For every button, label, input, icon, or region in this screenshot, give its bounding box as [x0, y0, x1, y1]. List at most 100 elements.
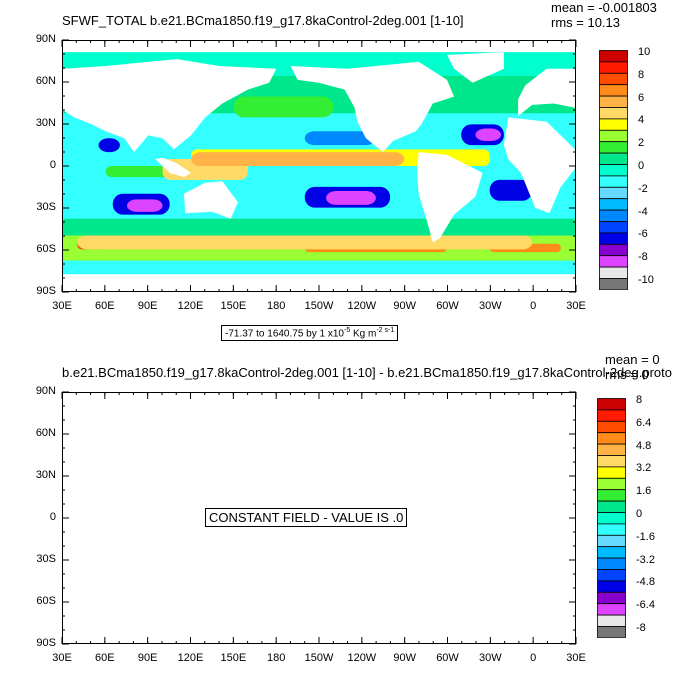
colorbar-tick-label: 0 [636, 508, 643, 520]
region-south-atlantic-subtropics [489, 179, 533, 201]
top-plot-title: SFWF_TOTAL b.e21.BCma1850.f19_g17.8kaCon… [62, 13, 464, 28]
colorbar-box [599, 61, 628, 74]
land-arctic-cap [63, 41, 575, 53]
colorbar-tick-label: -10 [638, 274, 654, 286]
lat-tick-label: 90S [36, 637, 56, 649]
colorbar-box [599, 266, 628, 279]
lon-tick-label: 150E [220, 300, 247, 312]
north-pacific-subtropics [304, 131, 376, 146]
colorbar-tick-label: 3.2 [636, 462, 652, 475]
colorbar-box [597, 432, 626, 445]
lon-tick-label: 120E [177, 300, 204, 312]
colorbar-box [597, 512, 626, 525]
colorbar-tick-label: -2 [638, 182, 648, 195]
range-text: -71.37 to 1640.75 by 1 x10 [225, 328, 344, 340]
lon-tick-label: 150E [220, 652, 247, 664]
lat-tick-label: 30N [35, 469, 56, 481]
bottom-rms-text: rms = 0 [605, 367, 649, 382]
lon-tick-label: 30E [52, 652, 72, 664]
constant-field-label: CONSTANT FIELD - VALUE IS .0 [205, 508, 408, 527]
lon-tick-label: 0 [530, 300, 537, 312]
lon-tick-label: 120W [347, 652, 377, 664]
colorbar-box [597, 455, 626, 468]
lat-tick-label: 60N [35, 75, 56, 87]
colorbar-tick-label: -4.8 [636, 576, 655, 589]
colorbar-tick-label: -4 [638, 205, 648, 218]
lon-tick-label: 180 [266, 652, 286, 664]
colorbar-tick-label: 10 [638, 46, 651, 58]
colorbar-box [597, 603, 626, 616]
land-south-america [417, 152, 483, 243]
colorbar-box [597, 580, 626, 593]
colorbar-box [599, 72, 628, 86]
colorbar-box [597, 626, 626, 638]
region-equatorial-pacific-itcz [191, 152, 405, 166]
colorbar-box [599, 141, 628, 154]
colorbar-tick-label: 6.4 [636, 416, 652, 429]
colorbar-box [597, 534, 626, 548]
colorbar-box [597, 477, 626, 491]
lon-tick-label: 180 [266, 300, 286, 312]
top-colorbar [599, 50, 628, 290]
lon-tick-label: 90E [137, 652, 158, 664]
colorbar-box [599, 278, 628, 290]
lon-tick-label: 90W [393, 300, 416, 312]
bottom-mean-text: mean = 0 [605, 352, 660, 367]
colorbar-box [597, 443, 626, 456]
colorbar-tick-label: 0 [638, 160, 645, 172]
colorbar-box [599, 84, 628, 97]
colorbar-box [597, 591, 626, 605]
range-exp1: -5 [343, 327, 351, 334]
colorbar-box [599, 221, 628, 234]
lat-tick-label: 90N [35, 33, 56, 45]
lon-tick-label: 60E [95, 300, 115, 312]
colorbar-box [597, 557, 626, 570]
range-unit: Kg m [350, 328, 377, 340]
lat-tick-label: 60S [36, 243, 56, 255]
colorbar-box [599, 232, 628, 245]
colorbar-box [599, 243, 628, 257]
region-arabian-sea [98, 138, 120, 153]
colorbar-box [599, 164, 628, 177]
colorbar-box [597, 546, 626, 559]
top-mean-text: mean = -0.001803 [551, 0, 657, 15]
colorbar-tick-label: 8 [636, 394, 643, 406]
lat-tick-label: 90N [35, 385, 56, 397]
land-europe [518, 68, 575, 116]
colorbar-box [597, 500, 626, 513]
region-southern-ocean-storm-track [77, 235, 533, 250]
top-rms-text: rms = 10.13 [551, 15, 621, 30]
lon-tick-label: 90E [137, 300, 158, 312]
midlat-south-band [63, 218, 575, 236]
lat-tick-label: 90S [36, 285, 56, 297]
colorbar-box [599, 209, 628, 222]
colorbar-box [599, 118, 628, 131]
colorbar-tick-label: 6 [638, 91, 645, 104]
lat-tick-label: 30S [36, 553, 56, 565]
colorbar-box [597, 409, 626, 422]
colorbar-box [599, 186, 628, 200]
colorbar-box [599, 152, 628, 165]
region-north-pacific-midlatitudes [233, 96, 334, 118]
lat-tick-label: 60N [35, 427, 56, 439]
bottom-plot-title: b.e21.BCma1850.f19_g17.8kaControl-2deg.0… [62, 365, 672, 380]
lon-tick-label: 30E [566, 652, 586, 664]
lon-tick-label: 30W [479, 300, 502, 312]
colorbar-tick-label: 2 [638, 137, 645, 150]
top-range-box: -71.37 to 1640.75 by 1 x10-5 Kg m-2 s-1 [221, 325, 399, 342]
lat-tick-label: 60S [36, 595, 56, 607]
south-indian-dry-core [127, 199, 163, 212]
colorbar-box [597, 466, 626, 479]
colorbar-tick-label: -3.2 [636, 553, 655, 566]
lon-tick-label: 60W [436, 652, 459, 664]
lon-tick-label: 60E [95, 652, 115, 664]
colorbar-box [597, 489, 626, 502]
bottom-colorbar [597, 398, 626, 638]
land-north-america [290, 61, 455, 153]
colorbar-tick-label: 8 [638, 68, 645, 81]
colorbar-tick-label: -8 [638, 251, 648, 264]
colorbar-box [597, 569, 626, 582]
land-africa [503, 117, 575, 214]
colorbar-box [597, 398, 626, 411]
colorbar-tick-label: -8 [636, 622, 646, 634]
